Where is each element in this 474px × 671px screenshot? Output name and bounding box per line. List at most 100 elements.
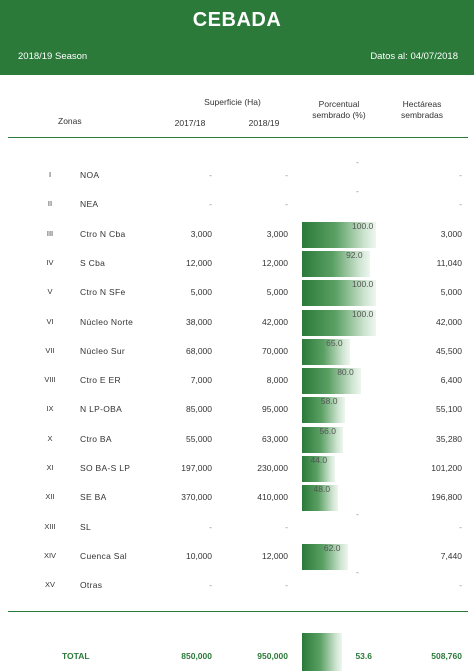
superficie-2018: 410,000 [257, 492, 288, 503]
hectareas-sembradas: 7,440 [440, 550, 462, 561]
pct-value: - [356, 567, 359, 578]
total-label: TOTAL [62, 651, 90, 661]
superficie-2018: 3,000 [266, 228, 288, 239]
pct-bar [302, 280, 376, 307]
superficie-2018: - [285, 199, 288, 210]
superficie-2017: 38,000 [186, 316, 212, 327]
pct-value: 58.0 [320, 396, 338, 407]
header-band: CEBADA 2018/19 Season Datos al: 04/07/20… [0, 0, 474, 75]
zone-numeral: V [47, 287, 53, 297]
pct-bar [302, 309, 376, 336]
table-row: IV S Cba 12,000 12,000 92.0 11,040 [0, 249, 474, 280]
table-row: I NOA - - - - [0, 157, 474, 192]
zone-numeral: X [47, 433, 53, 443]
table-row: XIII SL - - - - [0, 509, 474, 544]
hectareas-sembradas: - [459, 170, 462, 180]
pct-bar [302, 543, 348, 570]
superficie-2017: 12,000 [186, 257, 212, 268]
total-pct-bar [302, 633, 342, 671]
pct-bar [302, 250, 371, 277]
zone-numeral: VI [46, 316, 54, 326]
pct-bar [302, 456, 335, 482]
zone-numeral: IV [46, 257, 54, 267]
pct-value: 65.0 [326, 337, 343, 348]
zone-name: Núcleo Norte [80, 316, 134, 327]
zone-numeral: VII [45, 345, 55, 355]
table-row: XIV Cuenca Sal 10,000 12,000 62.0 7,440 [0, 542, 474, 573]
zone-numeral: XI [46, 463, 54, 472]
col-zonas-header: Zonas [58, 116, 82, 126]
col-porcentual-header: Porcentual sembrado (%) [298, 99, 380, 121]
superficie-2018: 12,000 [262, 550, 288, 561]
total-row: TOTAL 850,000 950,000 53.6 508,760 [0, 631, 474, 671]
superficie-2017: - [209, 170, 212, 180]
superficie-2017: 3,000 [190, 228, 212, 239]
pct-bar [302, 221, 376, 248]
superficie-2018: - [285, 580, 288, 591]
hectareas-sembradas: 42,000 [436, 316, 462, 327]
hectareas-sembradas: 11,040 [436, 257, 462, 268]
superficie-2017: 10,000 [186, 550, 212, 561]
zone-numeral: I [48, 170, 52, 179]
col-hectareas-line2: sembradas [400, 110, 444, 120]
superficie-2018: 63,000 [262, 433, 288, 444]
superficie-2018: - [285, 170, 288, 180]
hectareas-sembradas: 6,400 [440, 375, 462, 386]
superficie-2017: 68,000 [186, 345, 212, 356]
pct-value: 92.0 [346, 249, 363, 260]
superficie-2017: - [209, 580, 212, 591]
zone-name: S Cba [80, 257, 106, 268]
total-2018: 950,000 [257, 651, 288, 661]
pct-bar [302, 426, 344, 453]
pct-value: 56.0 [319, 425, 336, 436]
hectareas-sembradas: - [459, 199, 462, 210]
hectareas-sembradas: - [459, 521, 462, 532]
zone-name: SO BA-S LP [80, 463, 131, 473]
zone-numeral: XV [44, 580, 55, 590]
table-row: XV Otras - - - - [0, 567, 474, 602]
table-row: III Ctro N Cba 3,000 3,000 100.0 3,000 [0, 221, 474, 251]
pct-value: - [356, 186, 359, 197]
pct-value: - [356, 508, 359, 519]
table-row: XII SE BA 370,000 410,000 48.0 196,800 [0, 484, 474, 514]
pct-value: 62.0 [323, 542, 341, 553]
zone-name: Ctro E ER [80, 375, 121, 386]
table-row: VI Núcleo Norte 38,000 42,000 100.0 42,000 [0, 308, 474, 339]
zone-name: Ctro N Cba [80, 228, 126, 239]
hectareas-sembradas: 35,280 [436, 433, 462, 444]
col-2018-header: 2018/19 [248, 118, 280, 128]
zone-numeral: VIII [44, 375, 56, 385]
pct-value: 80.0 [337, 367, 354, 378]
zone-name: SL [80, 521, 91, 532]
header-divider [8, 137, 468, 138]
pct-value: 48.0 [313, 484, 331, 495]
hectareas-sembradas: 5,000 [440, 287, 462, 298]
superficie-2017: 7,000 [190, 375, 212, 386]
pct-value: 100.0 [352, 308, 374, 319]
table-row: IX N LP-OBA 85,000 95,000 58.0 55,100 [0, 396, 474, 426]
hectareas-sembradas: - [459, 580, 462, 591]
hectareas-sembradas: 196,800 [431, 492, 462, 503]
table-row: XI SO BA-S LP 197,000 230,000 44.0 101,200 [0, 455, 474, 485]
superficie-2018: 12,000 [262, 257, 288, 268]
superficie-2018: - [285, 521, 288, 532]
zone-name: N LP-OBA [80, 404, 123, 415]
superficie-2017: 5,000 [190, 287, 212, 298]
table-row: V Ctro N SFe 5,000 5,000 100.0 5,000 [0, 279, 474, 309]
total-hectareas: 508,760 [431, 651, 462, 661]
superficie-2018: 42,000 [262, 316, 288, 327]
pct-bar [302, 338, 351, 365]
zone-name: NEA [80, 199, 99, 210]
col-hectareas-line1: Hectáreas [402, 99, 442, 109]
season-label: 2018/19 Season [18, 51, 88, 62]
zone-numeral: IX [46, 404, 54, 414]
table-row: VII Núcleo Sur 68,000 70,000 65.0 45,500 [0, 337, 474, 368]
zone-numeral: III [46, 228, 54, 238]
superficie-2017: 55,000 [186, 433, 212, 444]
superficie-2018: 230,000 [257, 463, 288, 473]
pct-value: 100.0 [352, 279, 374, 290]
hectareas-sembradas: 101,200 [431, 463, 462, 473]
zone-name: Otras [80, 580, 103, 591]
pct-value: - [356, 157, 359, 167]
zone-name: Cuenca Sal [80, 550, 127, 561]
